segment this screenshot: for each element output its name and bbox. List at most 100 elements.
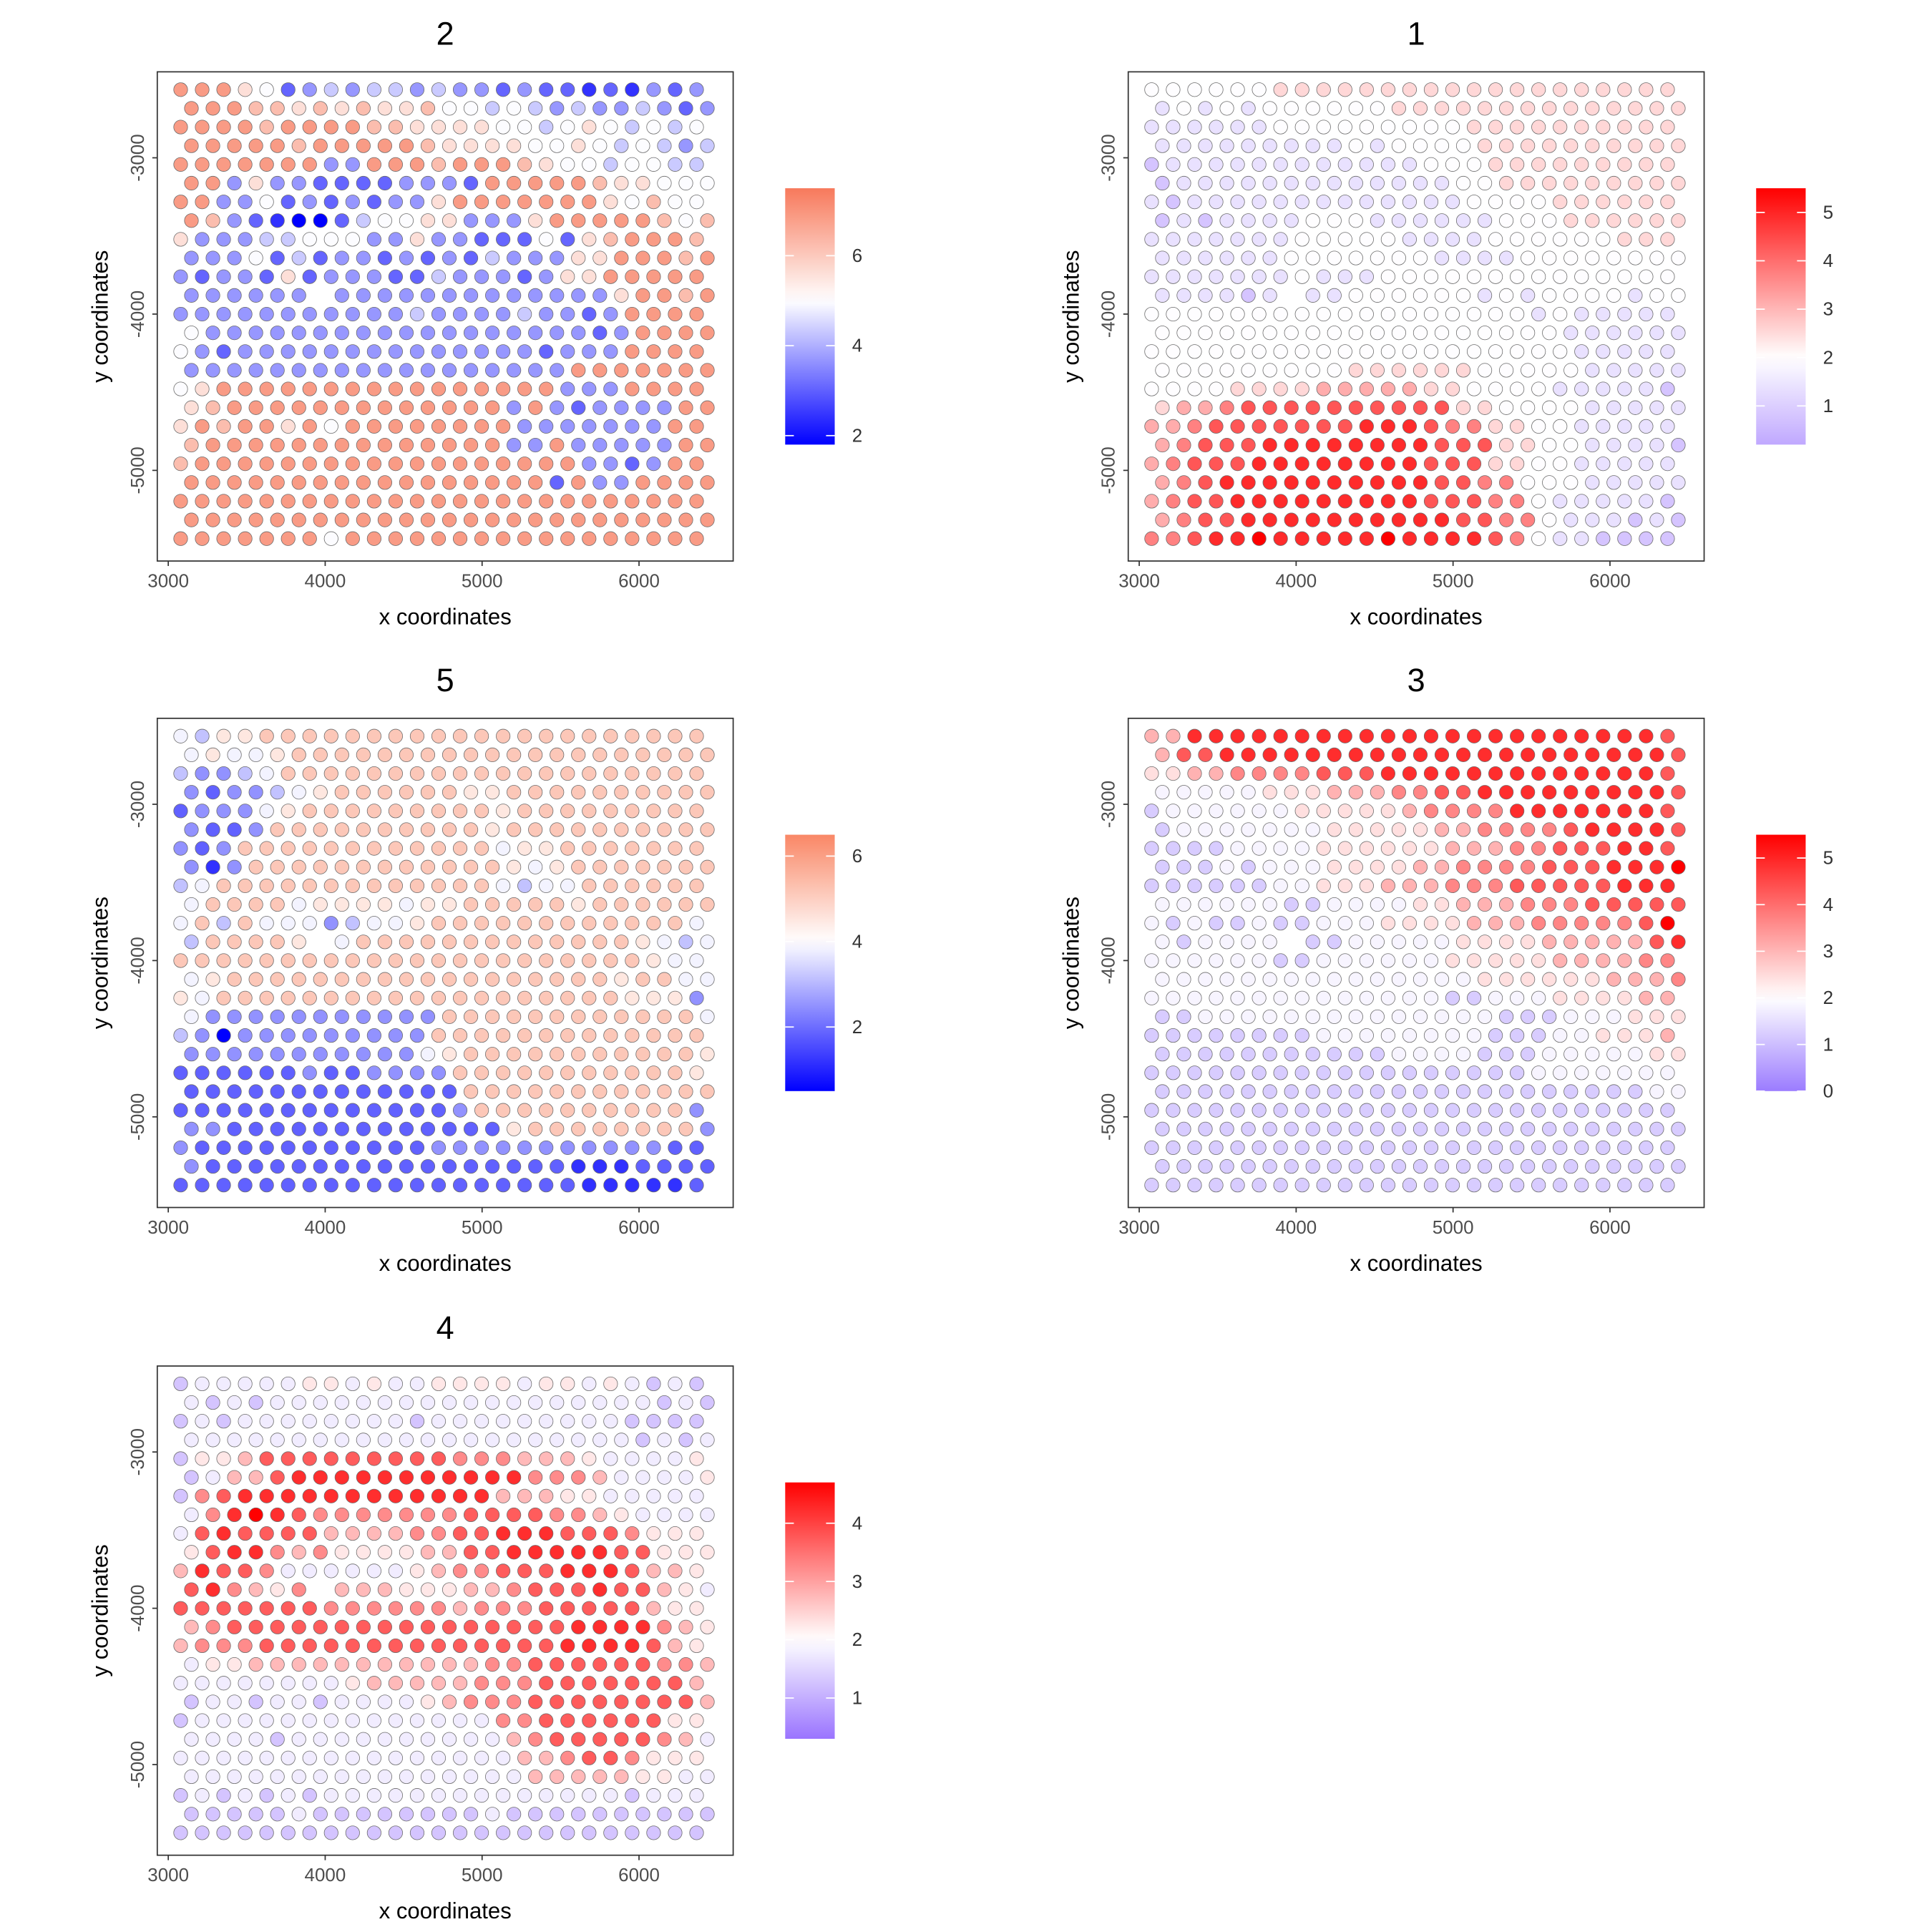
spot xyxy=(1488,1065,1503,1080)
spot xyxy=(1230,531,1245,546)
spot xyxy=(1337,916,1352,931)
spot xyxy=(689,1601,704,1616)
spot xyxy=(399,1121,414,1136)
spot xyxy=(1198,1084,1213,1099)
spot xyxy=(270,138,285,153)
spot xyxy=(1531,841,1546,856)
spot xyxy=(409,1451,425,1466)
spot xyxy=(1337,157,1352,172)
spot xyxy=(323,344,338,359)
spot xyxy=(1585,400,1600,415)
spot xyxy=(485,972,500,987)
spot xyxy=(270,935,285,950)
spot xyxy=(1359,381,1374,396)
spot xyxy=(1639,878,1654,893)
spot xyxy=(1660,953,1675,968)
spot xyxy=(614,101,629,116)
spot xyxy=(1628,822,1643,837)
spot xyxy=(1445,916,1460,931)
spot xyxy=(614,288,629,303)
spot xyxy=(1348,512,1363,527)
spot xyxy=(463,175,479,191)
spot xyxy=(334,250,349,265)
spot xyxy=(1230,916,1245,931)
spot xyxy=(614,363,629,378)
spot xyxy=(1241,1121,1256,1136)
spot xyxy=(1219,785,1234,800)
spot xyxy=(216,269,231,284)
spot xyxy=(313,1619,328,1634)
spot xyxy=(603,232,618,247)
spot xyxy=(1585,747,1600,762)
spot xyxy=(1542,897,1557,912)
spot xyxy=(528,1433,543,1448)
spot xyxy=(474,1676,489,1691)
spot xyxy=(1348,1158,1363,1174)
spot xyxy=(1402,82,1418,97)
spot xyxy=(592,1694,608,1709)
spot xyxy=(173,1713,188,1728)
spot xyxy=(441,437,457,453)
spot xyxy=(1262,475,1277,490)
spot xyxy=(248,1769,263,1785)
spot xyxy=(550,288,565,303)
spot xyxy=(280,381,296,396)
panel-title: 1 xyxy=(1407,15,1425,52)
spot xyxy=(668,232,683,247)
spot xyxy=(1434,101,1450,116)
spot xyxy=(1284,213,1299,228)
spot xyxy=(345,531,360,546)
spot xyxy=(635,1047,650,1062)
spot xyxy=(280,306,296,322)
spot xyxy=(463,972,479,987)
spot xyxy=(1284,326,1299,341)
spot xyxy=(496,1178,511,1193)
spot xyxy=(1499,822,1514,837)
spot xyxy=(1198,363,1213,378)
spot xyxy=(452,1713,468,1728)
x-tick-label: 6000 xyxy=(618,1216,660,1238)
spot xyxy=(1337,457,1352,472)
spot xyxy=(1628,475,1643,490)
spot xyxy=(1316,1103,1331,1118)
spot xyxy=(1542,1009,1557,1025)
spot xyxy=(603,1065,618,1080)
spot xyxy=(1155,935,1170,950)
spot xyxy=(582,1638,597,1654)
spot xyxy=(1606,213,1621,228)
spot xyxy=(560,119,575,135)
spot xyxy=(485,935,500,950)
spot xyxy=(270,475,285,490)
spot xyxy=(356,326,371,341)
spot xyxy=(689,344,704,359)
spot xyxy=(1359,990,1374,1005)
spot xyxy=(603,1178,618,1193)
spot xyxy=(1198,1121,1213,1136)
spot xyxy=(377,363,392,378)
spot xyxy=(280,1178,296,1193)
spot xyxy=(646,1028,661,1043)
spot xyxy=(700,1009,715,1025)
spot xyxy=(1144,916,1159,931)
spot xyxy=(550,1732,565,1747)
spot xyxy=(420,1158,436,1174)
spot xyxy=(270,1732,285,1747)
spot xyxy=(1144,195,1159,210)
spot xyxy=(345,494,360,509)
spot xyxy=(1155,1084,1170,1099)
spot xyxy=(603,766,618,781)
spot xyxy=(1649,101,1664,116)
spot xyxy=(1531,804,1546,819)
spot xyxy=(1262,785,1277,800)
spot xyxy=(539,990,554,1005)
spot xyxy=(356,1545,371,1560)
spot xyxy=(528,101,543,116)
spot xyxy=(1606,175,1621,191)
spot xyxy=(291,175,306,191)
spot xyxy=(474,953,489,968)
spot xyxy=(1510,878,1525,893)
spot xyxy=(1553,804,1568,819)
spot xyxy=(227,400,242,415)
spot xyxy=(409,82,425,97)
panel-title: 2 xyxy=(436,15,454,52)
